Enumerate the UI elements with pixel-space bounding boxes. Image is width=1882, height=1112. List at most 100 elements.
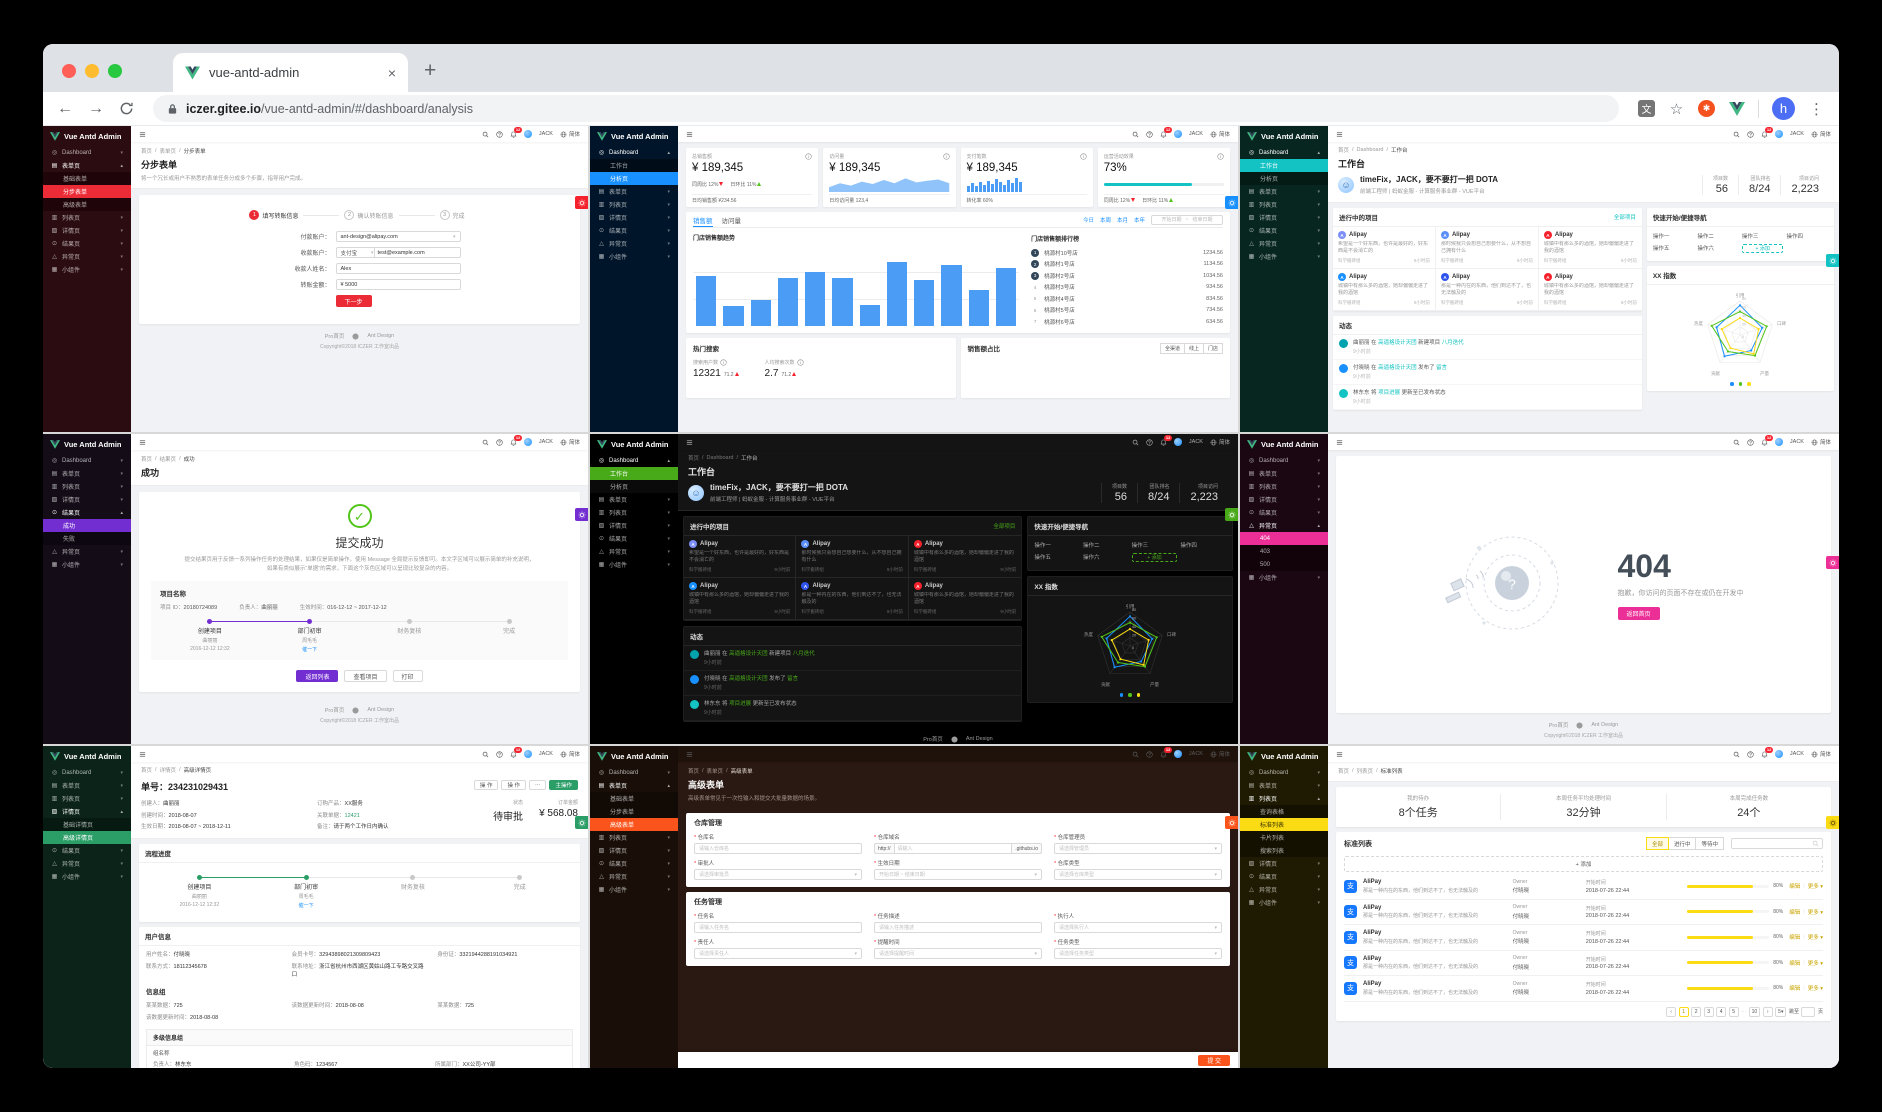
sidebar-item-详情页[interactable]: ▧ 详情页 ▾ <box>590 211 678 224</box>
project-team[interactable]: 科学搬砖组 <box>1338 300 1361 305</box>
notification-bell[interactable]: 12 <box>1160 126 1173 138</box>
sidebar-item-小组件[interactable]: ▦ 小组件 ▾ <box>43 870 131 883</box>
activity-link[interactable]: 八月迭代 <box>792 651 815 657</box>
github-icon[interactable] <box>951 735 958 743</box>
theme-settings-button[interactable] <box>1225 816 1238 829</box>
page-4[interactable]: 4 <box>1716 1006 1727 1017</box>
page-10[interactable]: 10 <box>1748 1006 1761 1017</box>
search-icon[interactable] <box>1132 751 1139 758</box>
question-icon[interactable] <box>496 130 503 138</box>
activity-link[interactable]: 留言 <box>787 676 799 682</box>
tab-close-icon[interactable]: × <box>387 64 396 81</box>
sidebar-item-详情页[interactable]: ▧ 详情页 ▴ <box>43 805 131 818</box>
sidebar-subitem-分析页[interactable]: 分析页 <box>590 480 678 493</box>
project-card[interactable]: A Alipay 那是一种内在的东西，他们到达不了，也无法触及的 科学搬砖组 9小时前 <box>1435 269 1539 311</box>
breadcrumb-item[interactable]: 表单页 <box>706 769 724 775</box>
sidebar-item-结果页[interactable]: ⊙ 结果页 ▾ <box>43 844 131 857</box>
breadcrumb-item[interactable]: 首页 <box>141 457 153 463</box>
notification-bell[interactable]: 12 <box>510 746 523 758</box>
info-icon[interactable] <box>942 153 950 160</box>
breadcrumb-item[interactable]: 首页 <box>141 768 153 774</box>
user-avatar[interactable] <box>523 750 532 758</box>
op-操作四[interactable]: 操作四 <box>1180 543 1197 549</box>
edit-link[interactable]: 编辑 <box>1789 884 1801 891</box>
field-input[interactable]: 请输入任务描述 <box>874 922 1042 933</box>
notification-bell[interactable]: 12 <box>510 434 523 446</box>
sidebar-item-Dashboard[interactable]: ◎ Dashboard ▾ <box>1240 766 1328 779</box>
sidebar-subitem-404[interactable]: 404 <box>1240 532 1328 545</box>
sidebar-item-结果页[interactable]: ⊙ 结果页 ▴ <box>43 506 131 519</box>
sidebar-subitem-高级表单[interactable]: 高级表单 <box>43 198 131 211</box>
more-link[interactable]: 更多 ▾ <box>1807 909 1824 916</box>
question-icon[interactable] <box>1747 130 1754 138</box>
prev-page-button[interactable]: ‹ <box>1666 1006 1677 1017</box>
page-3[interactable]: 3 <box>1703 1006 1714 1017</box>
more-link[interactable]: 更多 ▾ <box>1807 935 1824 942</box>
sidebar-item-小组件[interactable]: ▦ 小组件 ▾ <box>43 558 131 571</box>
action-主操作[interactable]: 主操作 <box>549 780 578 790</box>
sidebar-item-Dashboard[interactable]: ◎ Dashboard ▴ <box>590 146 678 159</box>
sidebar-subitem-查询表格[interactable]: 查询表格 <box>1240 805 1328 818</box>
sidebar-subitem-搜索列表[interactable]: 搜索列表 <box>1240 844 1328 857</box>
field-select[interactable]: 请选择任务类型 ▾ <box>1054 948 1222 959</box>
sidebar-item-表单页[interactable]: ▤ 表单页 ▾ <box>1240 185 1328 198</box>
op-操作二[interactable]: 操作二 <box>1083 543 1100 549</box>
profile-avatar[interactable]: h <box>1772 97 1795 120</box>
search-icon[interactable] <box>1733 751 1740 758</box>
user-avatar[interactable] <box>1774 438 1783 446</box>
vue-devtools-icon[interactable] <box>1728 100 1745 117</box>
activity-link[interactable]: 留言 <box>1436 365 1448 371</box>
project-team[interactable]: 科学搬砖组 <box>1543 258 1567 263</box>
sidebar-item-小组件[interactable]: ▦ 小组件 ▾ <box>590 558 678 571</box>
add-button[interactable]: + 添加 <box>1741 244 1784 253</box>
footer-brand-link[interactable]: Ant Design <box>367 707 395 713</box>
description-value[interactable]: 12421 <box>344 812 360 819</box>
sidebar-subitem-403[interactable]: 403 <box>1240 545 1328 558</box>
field-select[interactable]: 请选择责任人 ▾ <box>694 948 862 959</box>
bookmark-star-icon[interactable]: ☆ <box>1669 100 1684 118</box>
page-size-select[interactable]: 5 ▾ <box>1775 1006 1787 1017</box>
sidebar-subitem-工作台[interactable]: 工作台 <box>590 159 678 172</box>
activity-link[interactable]: 八月迭代 <box>1441 340 1464 346</box>
field-input[interactable]: 支付宝 ▾ test@example.com <box>335 247 461 258</box>
footer-brand-link[interactable]: Ant Design <box>1591 722 1619 728</box>
item-name[interactable]: AliPay <box>1363 981 1382 987</box>
breadcrumb-item[interactable]: 首页 <box>1338 148 1350 154</box>
theme-settings-button[interactable] <box>1826 816 1839 829</box>
sidebar-item-详情页[interactable]: ▧ 详情页 ▾ <box>1240 493 1328 506</box>
language-switch[interactable]: 简体 <box>1210 750 1230 758</box>
sidebar-item-Dashboard[interactable]: ◎ Dashboard ▾ <box>43 146 131 159</box>
sidebar-item-列表页[interactable]: ▥ 列表页 ▾ <box>590 831 678 844</box>
all-projects-link[interactable]: 全部项目 <box>1613 215 1636 221</box>
prefix-select[interactable]: 支付宝 ▾ <box>340 248 375 257</box>
user-avatar[interactable] <box>1774 130 1783 138</box>
search-icon[interactable] <box>1132 439 1139 446</box>
sidebar-item-结果页[interactable]: ⊙ 结果页 ▾ <box>1240 506 1328 519</box>
back-home-button[interactable]: 返回首页 <box>1617 606 1660 620</box>
breadcrumb-item[interactable]: 表单页 <box>159 149 177 155</box>
tab-销售额[interactable]: 销售额 <box>693 212 713 227</box>
sidebar-item-结果页[interactable]: ⊙ 结果页 ▾ <box>590 532 678 545</box>
filter-全部[interactable]: 全部 <box>1645 837 1669 850</box>
user-avatar[interactable] <box>523 130 532 138</box>
page-2[interactable]: 2 <box>1691 1006 1702 1017</box>
sidebar-subitem-基础详情页[interactable]: 基础详情页 <box>43 818 131 831</box>
op-操作四[interactable]: 操作四 <box>1786 234 1803 240</box>
language-switch[interactable]: 简体 <box>1811 130 1831 138</box>
minimize-button[interactable] <box>85 64 99 78</box>
project-card[interactable]: A Alipay 城镇中有那么多的酒馆，她却偏偏走进了我的酒馆 科学搬砖组 9小时前 <box>684 578 797 620</box>
sidebar-subitem-高级详情页[interactable]: 高级详情页 <box>43 831 131 844</box>
range-今日[interactable]: 今日 <box>1082 217 1094 224</box>
theme-settings-button[interactable] <box>1225 196 1238 209</box>
sidebar-item-列表页[interactable]: ▥ 列表页 ▾ <box>590 506 678 519</box>
edit-link[interactable]: 编辑 <box>1789 986 1801 993</box>
filter-进行中[interactable]: 进行中 <box>1667 837 1697 850</box>
github-icon[interactable] <box>352 706 359 714</box>
sidebar-item-小组件[interactable]: ▦ 小组件 ▾ <box>590 250 678 263</box>
range-本周[interactable]: 本周 <box>1099 217 1111 224</box>
project-card[interactable]: A Alipay 城镇中有那么多的酒馆，她却偏偏走进了我的酒馆 科学搬砖组 9小时前 <box>908 536 1022 578</box>
breadcrumb-item[interactable]: 首页 <box>688 769 700 775</box>
sidebar-item-异常页[interactable]: △ 异常页 ▾ <box>43 250 131 263</box>
action-操 作[interactable]: 操 作 <box>501 780 526 790</box>
sidebar-item-表单页[interactable]: ▤ 表单页 ▾ <box>1240 467 1328 480</box>
